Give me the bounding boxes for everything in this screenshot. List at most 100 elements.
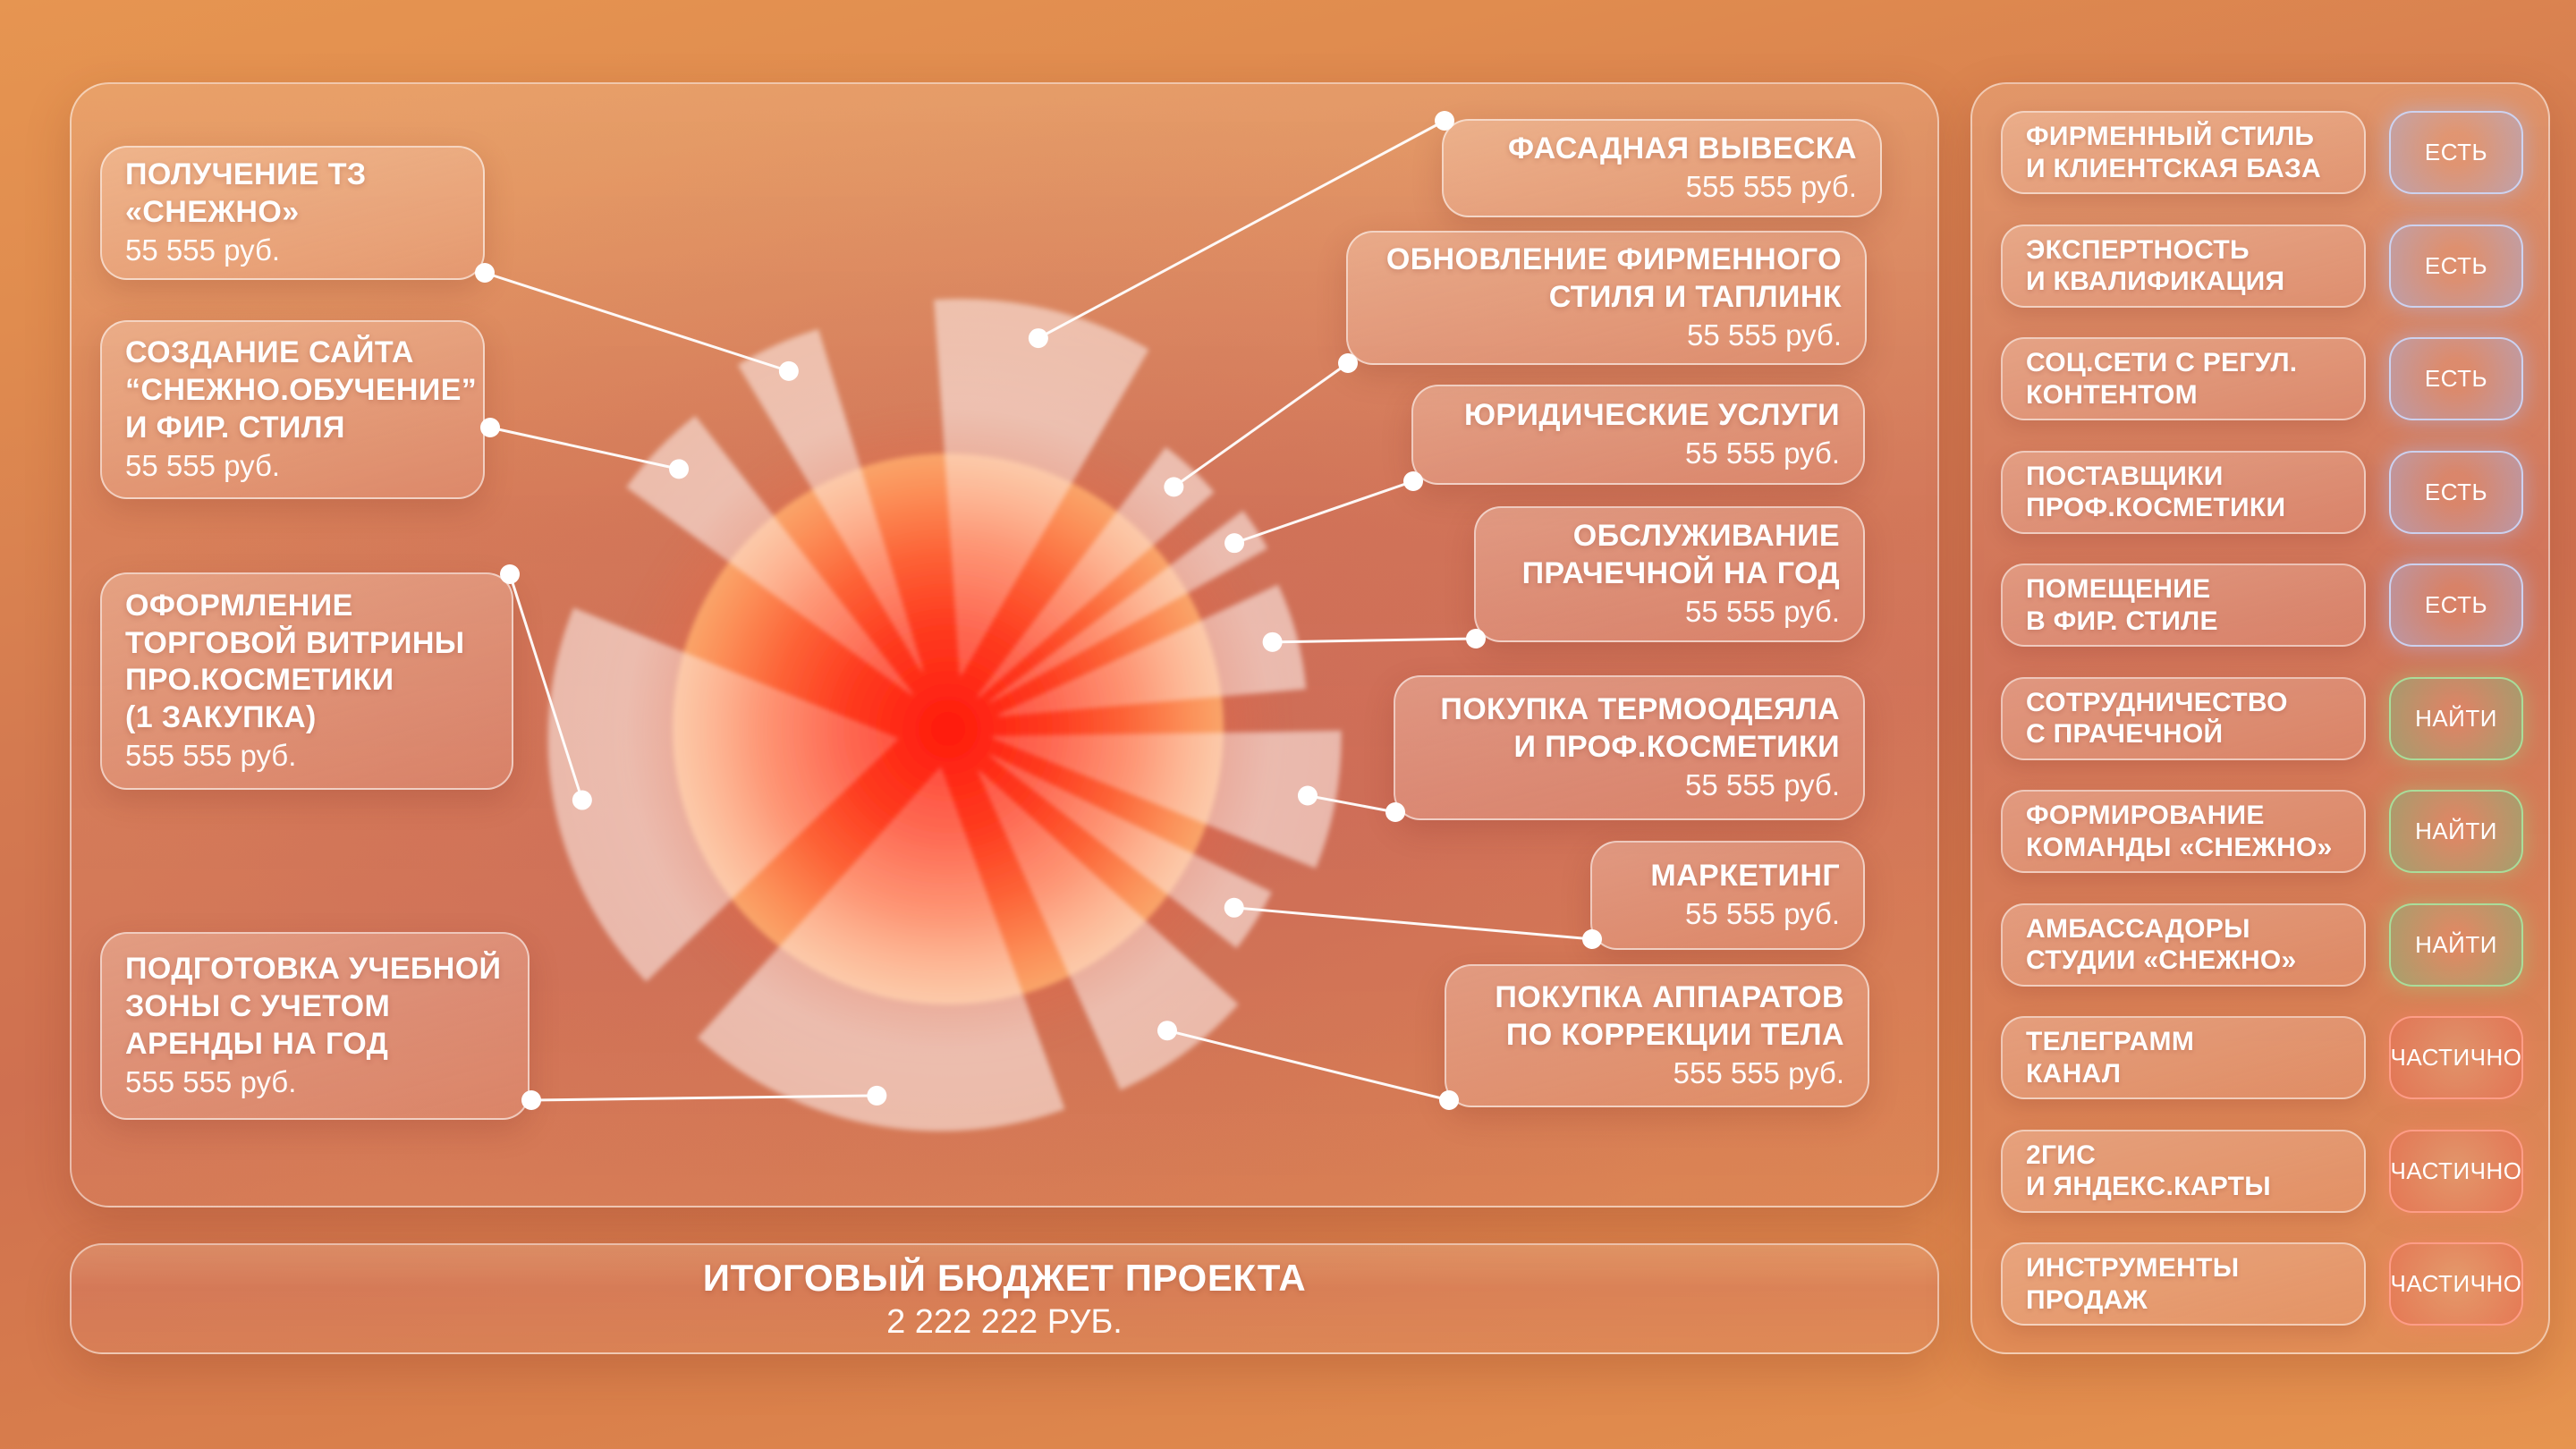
resource-row: СОТРУДНИЧЕСТВО С ПРАЧЕЧНОЙ НАЙТИ (2001, 676, 2523, 760)
resource-row: ТЕЛЕГРАММ КАНАЛ ЧАСТИЧНО (2001, 1016, 2523, 1099)
cost-card-laundry-service: ОБСЛУЖИВАНИЕ ПРАЧЕЧНОЙ НА ГОД 55 555 руб… (1474, 506, 1865, 642)
cost-card-body-correction-devices: ПОКУПКА АППАРАТОВ ПО КОРРЕКЦИИ ТЕЛА 555 … (1445, 964, 1869, 1107)
status-badge: ЕСТЬ (2389, 224, 2523, 308)
status-badge: НАЙТИ (2389, 902, 2523, 987)
cost-card-website-creation: СОЗДАНИЕ САЙТА “СНЕЖНО.ОБУЧЕНИЕ” И ФИР. … (100, 320, 485, 499)
resource-label: АМБАССАДОРЫ СТУДИИ «СНЕЖНО» (2001, 902, 2366, 987)
resource-row: 2ГИС И ЯНДЕКС.КАРТЫ ЧАСТИЧНО (2001, 1129, 2523, 1213)
cost-card-amount: 55 555 руб. (125, 448, 281, 482)
status-badge: ЧАСТИЧНО (2389, 1016, 2523, 1099)
resource-line: ЭКСПЕРТНОСТЬ (2026, 234, 2250, 265)
resource-row: АМБАССАДОРЫ СТУДИИ «СНЕЖНО» НАЙТИ (2001, 902, 2523, 987)
resource-row: ИНСТРУМЕНТЫ ПРОДАЖ ЧАСТИЧНО (2001, 1242, 2523, 1326)
cost-card-title: ПРАЧЕЧНОЙ НА ГОД (1521, 555, 1840, 590)
cost-card-amount: 55 555 руб. (1684, 594, 1840, 628)
resource-label: ФИРМЕННЫЙ СТИЛЬ И КЛИЕНТСКАЯ БАЗА (2001, 111, 2366, 194)
pie-glow (501, 304, 1395, 1163)
resource-line: ПРОФ.КОСМЕТИКИ (2026, 493, 2286, 522)
resource-row: ФИРМЕННЫЙ СТИЛЬ И КЛИЕНТСКАЯ БАЗА ЕСТЬ (2001, 111, 2523, 194)
resource-line: И ЯНДЕКС.КАРТЫ (2026, 1172, 2271, 1201)
cost-card-brand-update: ОБНОВЛЕНИЕ ФИРМЕННОГО СТИЛЯ И ТАПЛИНК 55… (1346, 231, 1867, 365)
cost-card-amount: 55 555 руб. (125, 233, 281, 267)
resource-label: 2ГИС И ЯНДЕКС.КАРТЫ (2001, 1129, 2366, 1213)
resource-line: ТЕЛЕГРАММ (2026, 1027, 2195, 1057)
resource-line: 2ГИС (2026, 1140, 2097, 1170)
resource-line: И КВАЛИФИКАЦИЯ (2026, 267, 2285, 296)
status-badge: ЧАСТИЧНО (2389, 1129, 2523, 1213)
resource-row: СОЦ.СЕТИ С РЕГУЛ. КОНТЕНТОМ ЕСТЬ (2001, 337, 2523, 420)
resource-row: ФОРМИРОВАНИЕ КОМАНДЫ «СНЕЖНО» НАЙТИ (2001, 790, 2523, 873)
cost-card-title: “СНЕЖНО.ОБУЧЕНИЕ” (125, 372, 478, 407)
cost-card-amount: 555 555 руб. (125, 739, 297, 772)
status-badge: НАЙТИ (2389, 790, 2523, 873)
resource-line: ИНСТРУМЕНТЫ (2026, 1253, 2240, 1284)
resource-line: ПОМЕЩЕНИЕ (2026, 574, 2211, 605)
resource-line: ПОСТАВЩИКИ (2026, 461, 2224, 491)
cost-card-title: ОБСЛУЖИВАНИЕ (1572, 519, 1840, 554)
resource-label: ИНСТРУМЕНТЫ ПРОДАЖ (2001, 1242, 2366, 1326)
cost-card-thermo-blanket: ПОКУПКА ТЕРМООДЕЯЛА И ПРОФ.КОСМЕТИКИ 55 … (1394, 675, 1865, 820)
cost-card-title: (1 ЗАКУПКА) (125, 700, 317, 735)
cost-card-amount: 55 555 руб. (1684, 767, 1840, 801)
status-badge: ЕСТЬ (2389, 111, 2523, 194)
cost-card-title: СТИЛЯ И ТАПЛИНК (1548, 279, 1842, 314)
resource-line: ПРОДАЖ (2026, 1284, 2148, 1315)
cost-card-title: И ФИР. СТИЛЯ (125, 410, 345, 445)
resource-label: ТЕЛЕГРАММ КАНАЛ (2001, 1016, 2366, 1099)
cost-card-marketing: МАРКЕТИНГ 55 555 руб. (1590, 841, 1865, 950)
status-badge: ЕСТЬ (2389, 450, 2523, 534)
cost-card-title: СОЗДАНИЕ САЙТА (125, 335, 414, 370)
cost-card-title: ТОРГОВОЙ ВИТРИНЫ (125, 625, 465, 660)
status-badge: ЕСТЬ (2389, 337, 2523, 420)
cost-card-amount: 555 555 руб. (1673, 1055, 1844, 1089)
cost-card-brief-snezhno: ПОЛУЧЕНИЕ ТЗ «СНЕЖНО» 55 555 руб. (100, 146, 485, 280)
cost-card-amount: 55 555 руб. (1686, 318, 1842, 352)
resource-label: ПОМЕЩЕНИЕ В ФИР. СТИЛЕ (2001, 564, 2366, 647)
cost-card-title: «СНЕЖНО» (125, 194, 300, 229)
cost-card-title: ПОДГОТОВКА УЧЕБНОЙ (125, 952, 502, 987)
cost-card-amount: 555 555 руб. (1685, 169, 1857, 203)
resource-row: ЭКСПЕРТНОСТЬ И КВАЛИФИКАЦИЯ ЕСТЬ (2001, 224, 2523, 308)
resource-line: И КЛИЕНТСКАЯ БАЗА (2026, 153, 2322, 183)
resource-line: СТУДИИ «СНЕЖНО» (2026, 945, 2297, 975)
cost-card-title: ОБНОВЛЕНИЕ ФИРМЕННОГО (1385, 242, 1842, 277)
cost-card-legal-services: ЮРИДИЧЕСКИЕ УСЛУГИ 55 555 руб. (1411, 385, 1865, 485)
resource-line: КОМАНДЫ «СНЕЖНО» (2026, 832, 2333, 862)
cost-card-title: ЗОНЫ С УЧЕТОМ (125, 988, 391, 1023)
cost-card-title: ПОКУПКА АППАРАТОВ (1495, 980, 1844, 1015)
resource-line: СОЦ.СЕТИ С РЕГУЛ. (2026, 348, 2298, 378)
resource-row: ПОСТАВЩИКИ ПРОФ.КОСМЕТИКИ ЕСТЬ (2001, 450, 2523, 534)
cost-card-title: ЮРИДИЧЕСКИЕ УСЛУГИ (1463, 397, 1840, 432)
resource-label: СОЦ.СЕТИ С РЕГУЛ. КОНТЕНТОМ (2001, 337, 2366, 420)
cost-card-title: МАРКЕТИНГ (1650, 858, 1840, 893)
cost-card-title: ПРО.КОСМЕТИКИ (125, 663, 394, 698)
cost-card-amount: 55 555 руб. (1684, 896, 1840, 930)
resource-label: ПОСТАВЩИКИ ПРОФ.КОСМЕТИКИ (2001, 450, 2366, 534)
cost-card-showcase-cosmetics: ОФОРМЛЕНИЕ ТОРГОВОЙ ВИТРИНЫ ПРО.КОСМЕТИК… (100, 572, 513, 790)
resource-line: В ФИР. СТИЛЕ (2026, 606, 2218, 636)
status-badge: ЕСТЬ (2389, 564, 2523, 647)
resources-panel: ФИРМЕННЫЙ СТИЛЬ И КЛИЕНТСКАЯ БАЗА ЕСТЬ Э… (1970, 82, 2550, 1354)
cost-card-title: ОФОРМЛЕНИЕ (125, 588, 353, 623)
cost-card-training-zone: ПОДГОТОВКА УЧЕБНОЙ ЗОНЫ С УЧЕТОМ АРЕНДЫ … (100, 932, 530, 1120)
cost-card-title: ФАСАДНАЯ ВЫВЕСКА (1508, 131, 1857, 165)
total-budget-title: ИТОГОВЫЙ БЮДЖЕТ ПРОЕКТА (702, 1256, 1307, 1299)
resource-row: ПОМЕЩЕНИЕ В ФИР. СТИЛЕ ЕСТЬ (2001, 564, 2523, 647)
resource-line: ФИРМЕННЫЙ СТИЛЬ (2026, 122, 2315, 152)
resource-line: С ПРАЧЕЧНОЙ (2026, 719, 2224, 749)
cost-card-title: И ПРОФ.КОСМЕТИКИ (1513, 729, 1840, 764)
resource-line: ФОРМИРОВАНИЕ (2026, 801, 2265, 831)
total-budget-amount: 2 222 222 РУБ. (886, 1302, 1123, 1341)
resource-label: ФОРМИРОВАНИЕ КОМАНДЫ «СНЕЖНО» (2001, 790, 2366, 873)
cost-card-title: ПОКУПКА ТЕРМООДЕЯЛА (1440, 692, 1840, 727)
cost-card-title: АРЕНДЫ НА ГОД (125, 1026, 389, 1061)
status-badge: НАЙТИ (2389, 676, 2523, 760)
resource-label: СОТРУДНИЧЕСТВО С ПРАЧЕЧНОЙ (2001, 676, 2366, 760)
resource-line: КОНТЕНТОМ (2026, 379, 2198, 410)
status-badge: ЧАСТИЧНО (2389, 1242, 2523, 1326)
cost-card-amount: 55 555 руб. (1684, 436, 1840, 470)
resource-line: АМБАССАДОРЫ (2026, 913, 2250, 944)
cost-card-title: ПО КОРРЕКЦИИ ТЕЛА (1505, 1017, 1844, 1052)
resource-line: СОТРУДНИЧЕСТВО (2026, 687, 2288, 717)
